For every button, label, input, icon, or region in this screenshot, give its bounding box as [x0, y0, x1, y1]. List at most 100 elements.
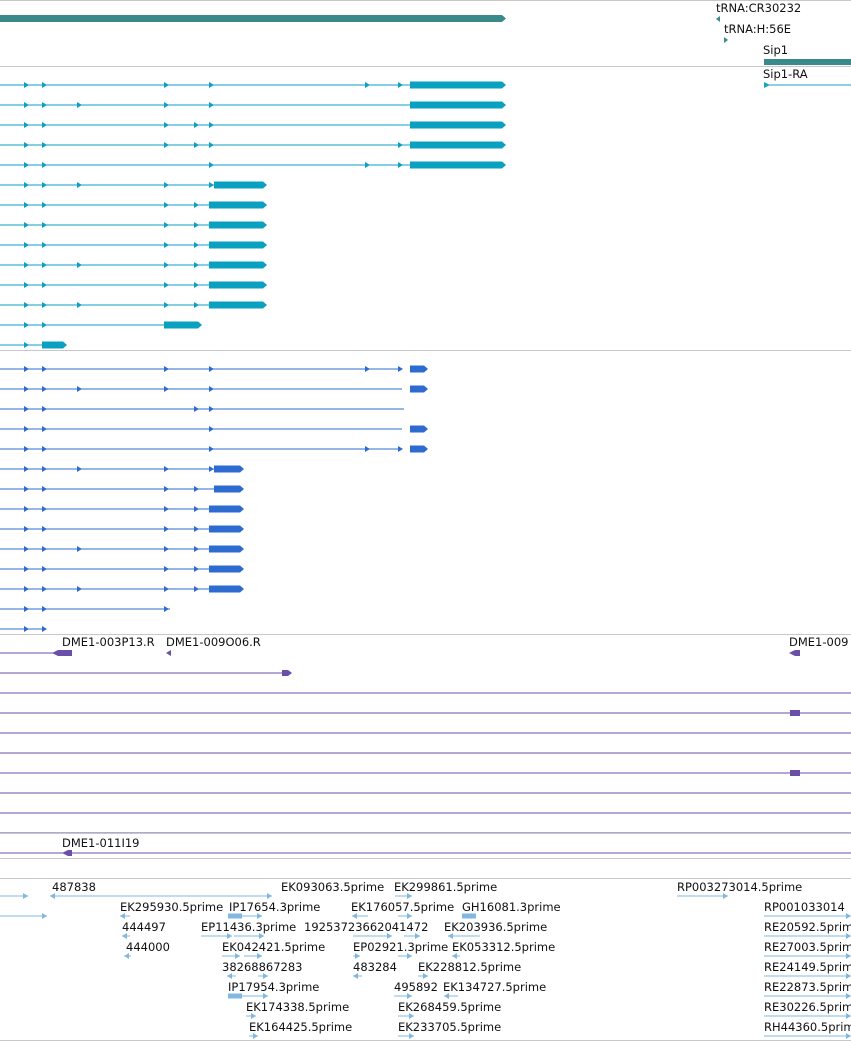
est-label[interactable]: EK233705.5prime — [398, 1020, 501, 1034]
est-label[interactable]: EK093063.5prime — [281, 880, 384, 894]
cdna-label[interactable]: DME1-009O06.R — [166, 635, 261, 649]
est-model[interactable] — [201, 933, 232, 939]
est-label[interactable]: RE27003.5prim — [764, 940, 851, 954]
est-label[interactable]: EK176057.5prime — [351, 900, 454, 914]
est-label[interactable]: RH44360.5prim — [764, 1020, 851, 1034]
est-label[interactable]: 487838 — [52, 880, 96, 894]
transcript-model[interactable] — [0, 81, 506, 89]
est-model[interactable] — [418, 973, 428, 979]
est-model[interactable] — [398, 1013, 414, 1019]
est-label[interactable]: 19253723662041472 — [304, 920, 428, 934]
cdna-model[interactable] — [0, 850, 851, 856]
est-model[interactable] — [249, 1033, 258, 1039]
transcript-label[interactable]: Sip1-RA — [763, 67, 808, 81]
transcript-model[interactable] — [0, 321, 202, 329]
transcript-model[interactable] — [0, 281, 267, 289]
est-label[interactable]: 444497 — [122, 920, 166, 934]
trna-label[interactable]: tRNA:H:56E — [724, 22, 791, 36]
transcript-model[interactable] — [0, 241, 267, 249]
cdna-model[interactable] — [0, 670, 292, 676]
est-model[interactable] — [398, 1033, 414, 1039]
est-model[interactable] — [764, 933, 851, 939]
est-label[interactable]: RE20592.5prim — [764, 920, 851, 934]
est-label[interactable]: EK174338.5prime — [246, 1000, 349, 1014]
gene-model[interactable] — [0, 15, 506, 22]
est-label[interactable]: EK164425.5prime — [249, 1020, 352, 1034]
est-model[interactable] — [228, 913, 262, 919]
transcript-model[interactable] — [0, 101, 506, 109]
cds-model[interactable] — [0, 465, 244, 473]
est-label[interactable]: EK228812.5prime — [418, 960, 521, 974]
est-label[interactable]: EK268459.5prime — [398, 1000, 501, 1014]
cds-model[interactable] — [0, 585, 244, 593]
est-model[interactable] — [353, 973, 362, 979]
est-label[interactable]: EK042421.5prime — [222, 940, 325, 954]
cds-model[interactable] — [0, 406, 404, 412]
est-label[interactable]: EK203936.5prime — [444, 920, 547, 934]
transcript-model[interactable] — [0, 341, 67, 349]
est-label[interactable]: EK053312.5prime — [452, 940, 555, 954]
est-model[interactable] — [0, 913, 47, 919]
est-label[interactable]: 483284 — [353, 960, 397, 974]
est-model[interactable] — [764, 973, 851, 979]
cds-model[interactable] — [0, 545, 244, 553]
est-model[interactable] — [50, 893, 205, 899]
est-model[interactable] — [352, 913, 368, 919]
est-model[interactable] — [462, 913, 476, 919]
est-label[interactable]: 444000 — [126, 940, 170, 954]
gene-label[interactable]: Sip1 — [763, 43, 788, 57]
est-label[interactable]: EP02921.3prime — [353, 940, 448, 954]
est-model[interactable] — [353, 953, 360, 959]
cds-model[interactable] — [0, 525, 244, 533]
est-label[interactable]: EP11436.3prime — [201, 920, 296, 934]
transcript-model[interactable] — [0, 141, 506, 149]
est-model[interactable] — [120, 913, 130, 919]
est-model[interactable] — [398, 953, 412, 959]
est-model[interactable] — [198, 893, 272, 899]
cds-model[interactable] — [0, 606, 170, 612]
cds-model[interactable] — [0, 425, 428, 433]
est-model[interactable] — [448, 933, 480, 939]
gene-model[interactable] — [764, 59, 851, 65]
transcript-model[interactable] — [0, 301, 267, 309]
est-model[interactable] — [353, 933, 392, 939]
est-model[interactable] — [258, 973, 268, 979]
transcript-model[interactable] — [0, 161, 506, 169]
est-model[interactable] — [222, 953, 240, 959]
transcript-model[interactable] — [764, 82, 851, 88]
cds-model[interactable] — [0, 505, 244, 513]
est-model[interactable] — [764, 953, 851, 959]
cdna-model[interactable] — [0, 710, 851, 716]
est-model[interactable] — [122, 933, 130, 939]
est-model[interactable] — [394, 993, 412, 999]
est-model[interactable] — [764, 1033, 851, 1039]
est-model[interactable] — [227, 973, 236, 979]
est-label[interactable]: RE24149.5prim — [764, 960, 851, 974]
cdna-model[interactable] — [0, 650, 171, 656]
est-model[interactable] — [404, 933, 420, 939]
est-model[interactable] — [244, 953, 262, 959]
est-label[interactable]: IP17654.3prime — [229, 900, 320, 914]
est-model[interactable] — [234, 933, 264, 939]
est-model[interactable] — [444, 993, 458, 999]
est-model[interactable] — [452, 953, 460, 959]
est-label[interactable]: 495892 — [394, 980, 438, 994]
est-model[interactable] — [764, 913, 851, 919]
est-model[interactable] — [764, 1013, 851, 1019]
transcript-model[interactable] — [0, 221, 267, 229]
est-model[interactable] — [124, 953, 131, 959]
cdna-model[interactable] — [0, 770, 851, 776]
cdna-label[interactable]: DME1-011I19 — [62, 836, 140, 850]
est-label[interactable]: 38268867283 — [222, 960, 302, 974]
transcript-model[interactable] — [0, 201, 267, 209]
est-label[interactable]: RP003273014.5prime — [677, 880, 802, 894]
cdna-label[interactable]: DME1-009 — [789, 635, 848, 649]
est-model[interactable] — [677, 893, 728, 899]
cds-model[interactable] — [0, 626, 47, 632]
trna-label[interactable]: tRNA:CR30232 — [716, 1, 801, 15]
trna-glyph[interactable] — [716, 16, 720, 22]
cdna-glyph[interactable] — [789, 650, 800, 656]
cds-model[interactable] — [0, 385, 428, 393]
trna-glyph[interactable] — [724, 37, 728, 43]
est-model[interactable] — [398, 913, 412, 919]
